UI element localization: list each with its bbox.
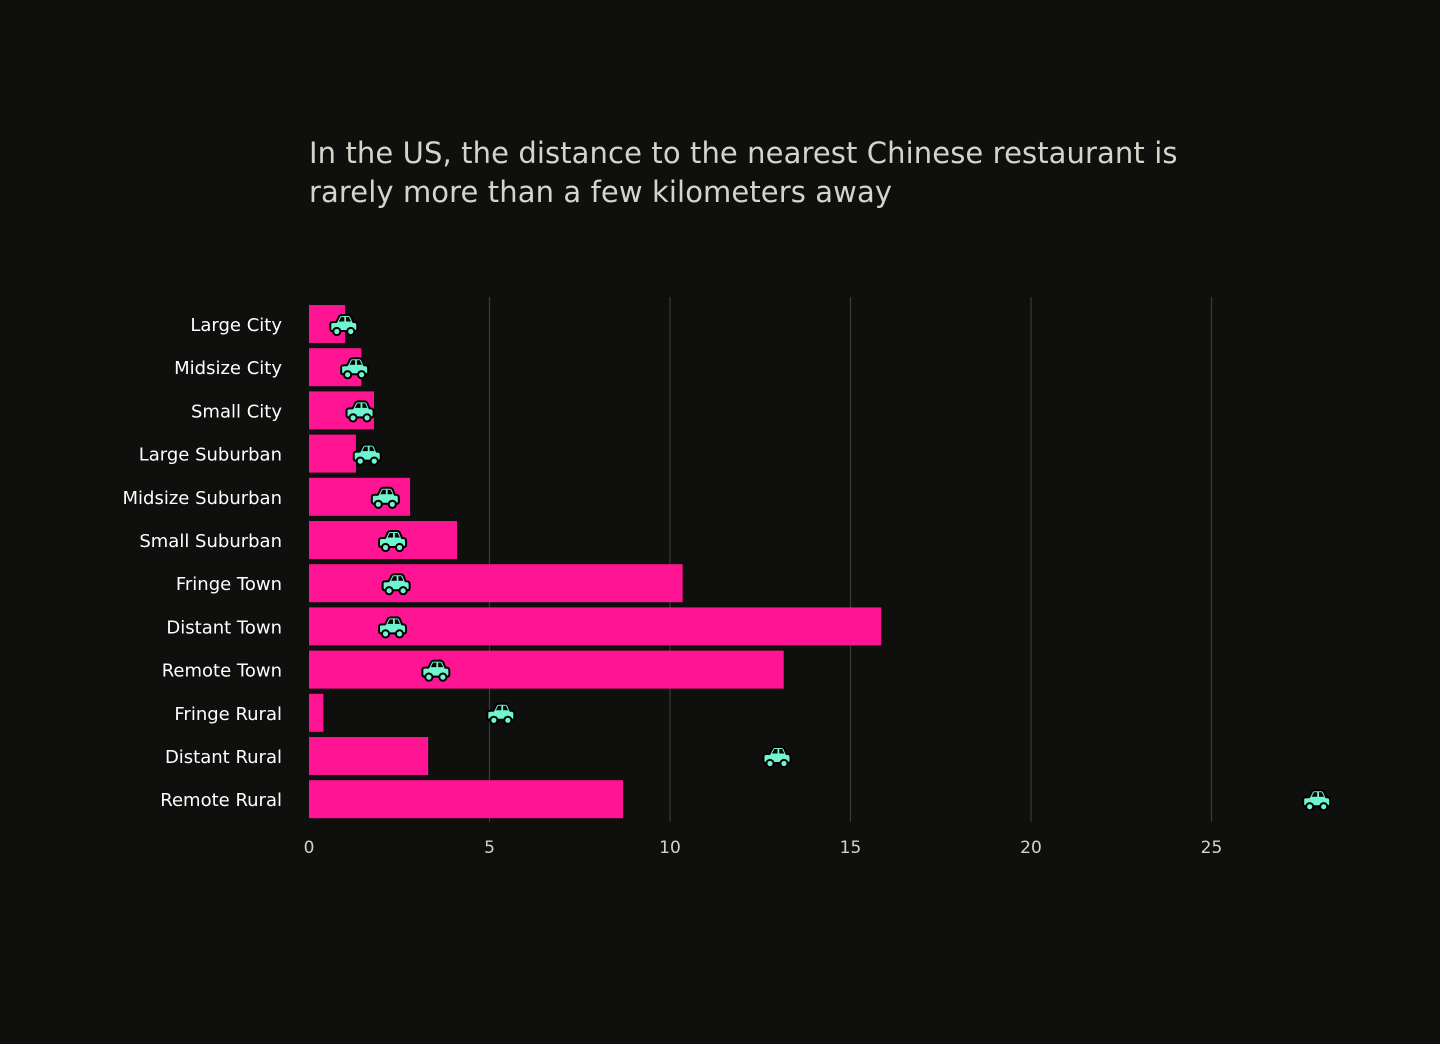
gridlines — [488, 297, 1213, 822]
car-icon — [345, 400, 375, 423]
car-icon — [378, 616, 408, 639]
bar — [309, 737, 429, 775]
car-icon — [378, 530, 408, 553]
car-icon — [486, 702, 516, 725]
x-tick-label: 20 — [1020, 838, 1042, 858]
category-label: Fringe Rural — [174, 704, 282, 725]
category-label: Distant Town — [166, 617, 282, 638]
category-label: Midsize City — [174, 358, 282, 379]
category-label: Remote Town — [162, 661, 282, 682]
car-icon — [370, 486, 400, 509]
car-icon — [1302, 789, 1332, 812]
car-icon — [421, 659, 451, 682]
car-icon — [762, 746, 792, 769]
bar — [309, 564, 683, 603]
category-label: Large City — [190, 315, 282, 336]
bar — [309, 434, 356, 473]
chart-title-line-1: In the US, the distance to the nearest C… — [309, 136, 1178, 170]
category-label: Small Suburban — [139, 531, 282, 552]
x-tick-label: 10 — [659, 838, 681, 858]
x-tick-label: 5 — [484, 838, 495, 858]
car-markers — [329, 314, 1332, 812]
category-label: Small City — [191, 401, 282, 422]
x-tick-label: 15 — [840, 838, 862, 858]
category-label: Large Suburban — [139, 445, 282, 466]
x-tick-label: 25 — [1201, 838, 1223, 858]
x-tick-label: 0 — [304, 838, 315, 858]
car-icon — [352, 443, 382, 466]
bar — [309, 780, 624, 819]
category-label: Remote Rural — [160, 790, 282, 811]
car-icon — [329, 314, 359, 337]
category-label: Midsize Suburban — [122, 488, 282, 509]
bars — [309, 305, 882, 819]
car-icon — [381, 573, 411, 596]
category-labels: Large City Midsize City Small City Large Su… — [122, 315, 282, 811]
bar — [309, 693, 324, 732]
chart-title: In the US, the distance to the nearest C… — [309, 134, 1309, 212]
category-label: Distant Rural — [165, 747, 282, 768]
category-label: Fringe Town — [176, 574, 282, 595]
x-tick-labels: 0 5 10 15 20 25 — [304, 838, 1223, 858]
chart-title-line-2: rarely more than a few kilometers away — [309, 175, 893, 209]
car-icon — [340, 357, 370, 380]
bar — [309, 650, 784, 689]
